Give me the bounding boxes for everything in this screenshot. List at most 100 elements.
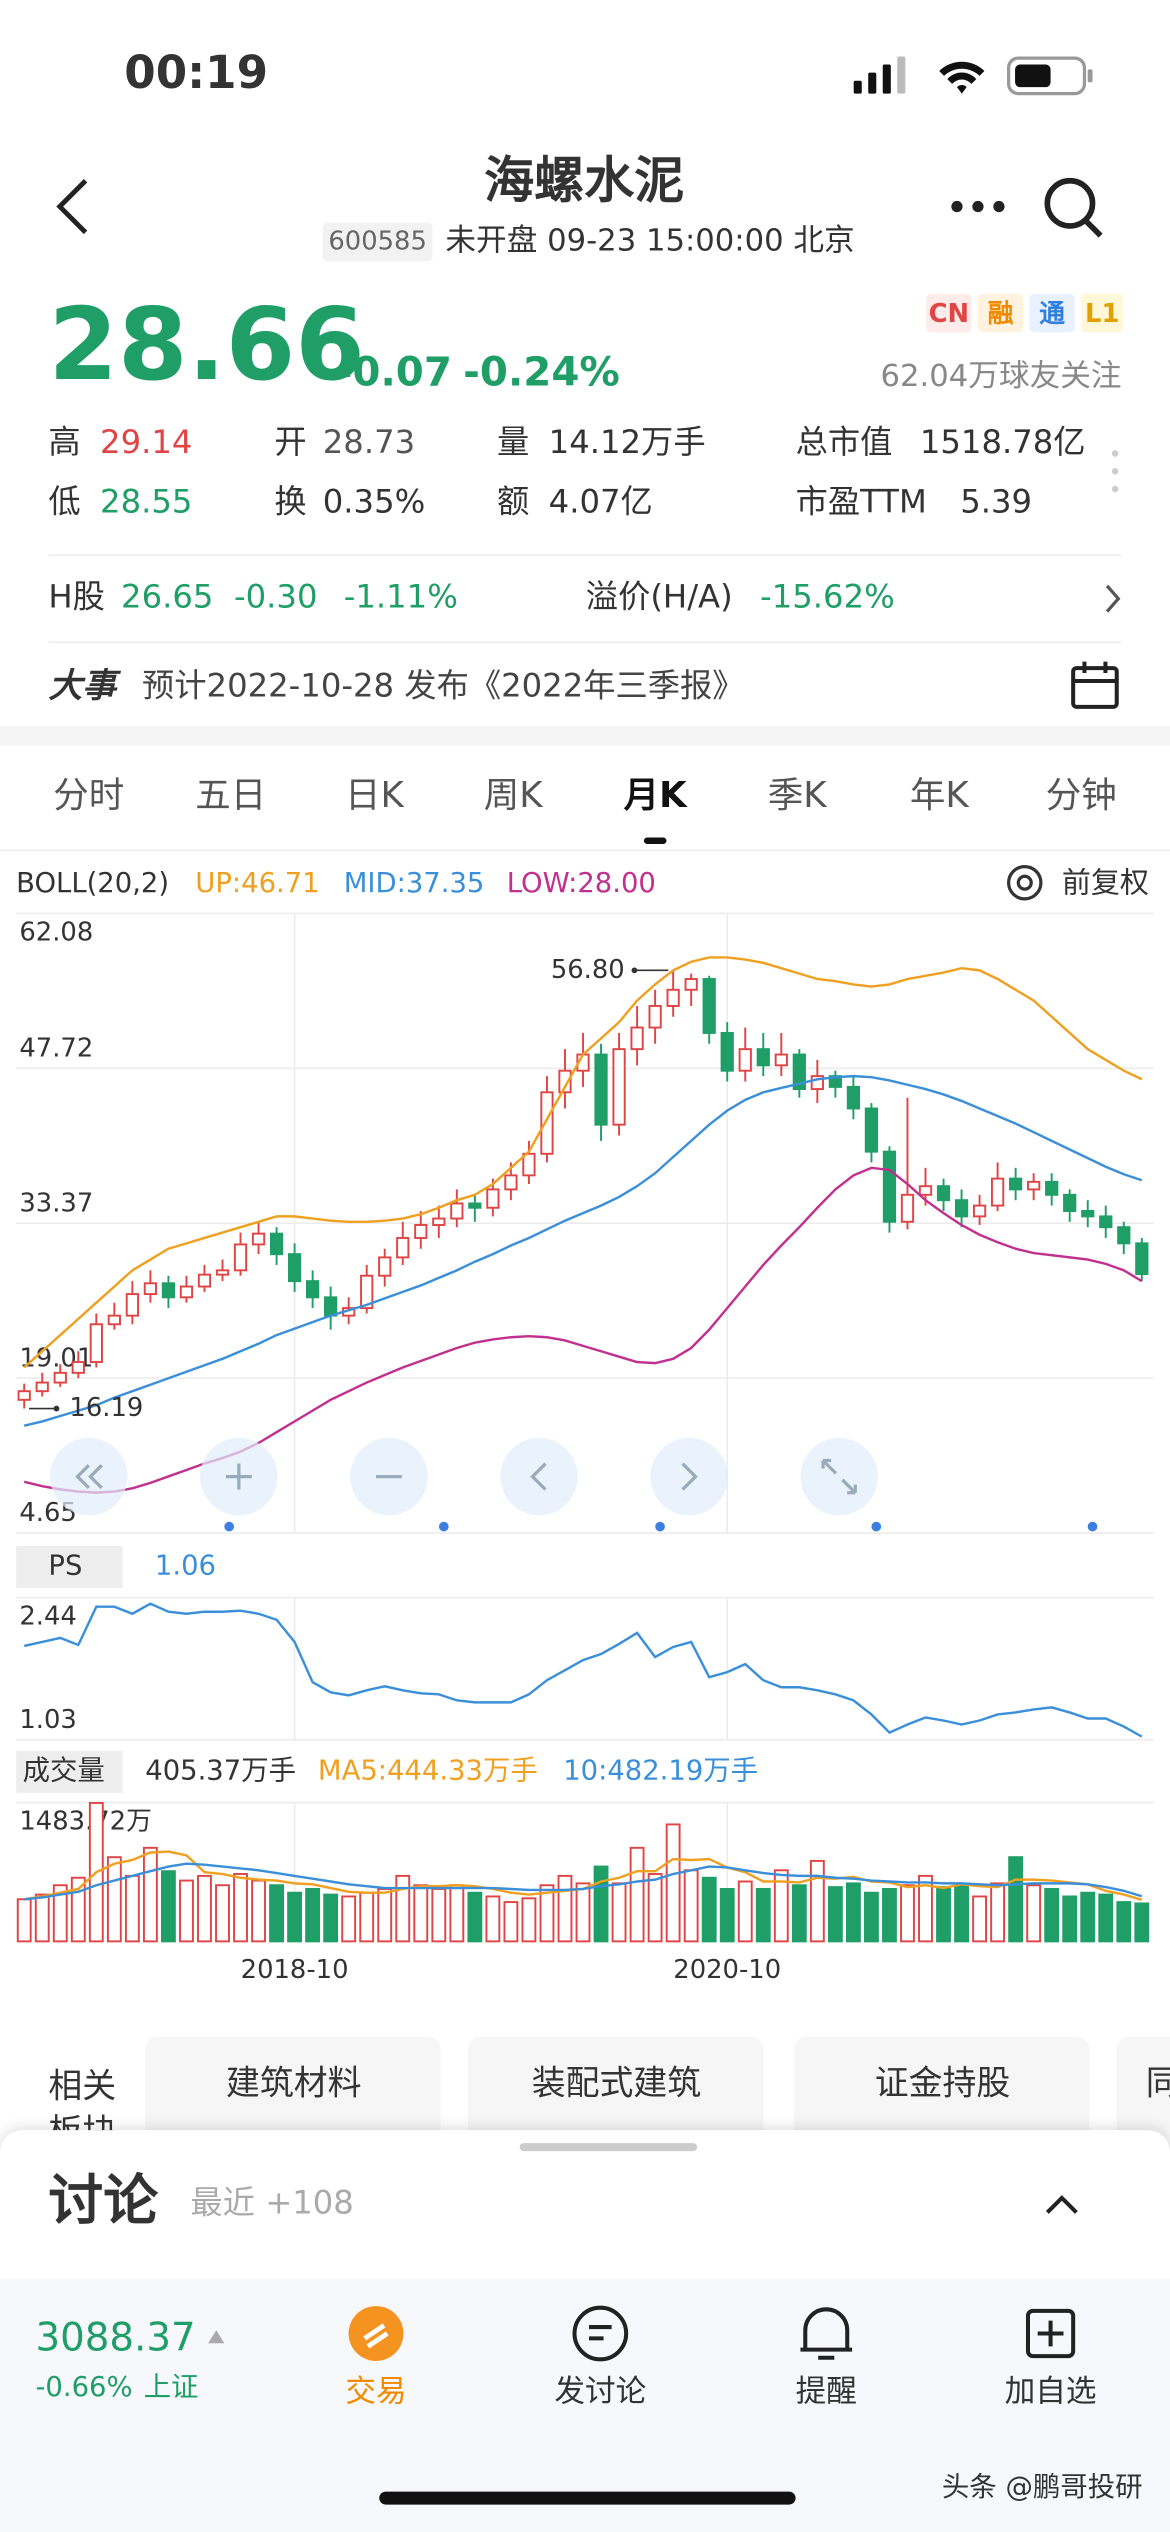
candle-body [702, 978, 716, 1034]
stat-label: 高 [48, 423, 80, 461]
candle-body [107, 1314, 121, 1326]
nav-button[interactable] [500, 1437, 578, 1516]
event-label: 大事 [48, 666, 121, 705]
candle-body [89, 1323, 103, 1364]
tab[interactable]: 分钟 [1046, 775, 1117, 816]
candle-body [990, 1177, 1005, 1207]
trade-action[interactable]: 交易 [345, 2306, 407, 2410]
session: 未开盘 09-23 15:00:00 北京 [445, 224, 854, 259]
volume-bar [936, 1886, 951, 1943]
stat-label: 低 [48, 482, 80, 520]
volume-bar [16, 1898, 32, 1943]
annotation-dot [631, 967, 638, 974]
boll-line [23, 1074, 1143, 1427]
calendar-icon[interactable] [1071, 661, 1119, 709]
sector-card[interactable] [145, 2036, 441, 2150]
collapse-button[interactable] [1045, 2195, 1078, 2214]
candle-body [774, 1053, 788, 1067]
candle-body [414, 1224, 428, 1239]
volume-bar [918, 1874, 933, 1943]
y-tick-label: 1.03 [19, 1705, 76, 1735]
candle-body [864, 1107, 879, 1153]
candle-body [125, 1293, 139, 1317]
volume-bar [124, 1874, 140, 1943]
candle-body [486, 1188, 500, 1209]
nav-button[interactable] [650, 1437, 728, 1516]
volume-bar [773, 1869, 789, 1943]
back-button[interactable] [56, 179, 88, 235]
alert-action[interactable]: 提醒 [796, 2307, 857, 2410]
home-indicator [379, 2491, 796, 2505]
candle-body [360, 1274, 374, 1310]
stat-label: 额 [497, 482, 529, 520]
adjust-mode[interactable]: 前复权 [1062, 865, 1149, 899]
tab[interactable]: 年K [910, 775, 971, 816]
indicator-name: BOLL(20,2) [16, 868, 169, 899]
volume-bar [1044, 1888, 1060, 1943]
tab[interactable]: 五日 [195, 775, 266, 816]
watchlist-action[interactable]: 加自选 [1005, 2308, 1097, 2410]
nav-button[interactable] [800, 1437, 878, 1516]
h-share-row[interactable]: H股 26.65 -0.30 -1.11% 溢价(H/A) -15.62% [48, 578, 1121, 616]
stat-label: 总市值 [796, 423, 893, 461]
volume-bar [791, 1884, 807, 1943]
action-label: 交易 [345, 2375, 406, 2410]
badge: L1 [1085, 299, 1119, 329]
post-action[interactable]: 发讨论 [554, 2305, 646, 2410]
tab[interactable]: 月K [624, 775, 689, 816]
tab[interactable]: 季K [768, 775, 829, 816]
stat-label: 开 [274, 423, 306, 461]
volume-bar [900, 1884, 915, 1943]
volume-bar [755, 1888, 771, 1943]
candle-body [846, 1085, 861, 1110]
candle-body [1027, 1180, 1041, 1191]
candle-body [53, 1371, 67, 1384]
discussion-recent: 最近 +108 [190, 2183, 353, 2221]
y-tick-label: 62.08 [19, 917, 93, 947]
tab[interactable]: 分时 [53, 775, 124, 816]
candle-body [215, 1269, 230, 1276]
sector-name: 证金持股 [875, 2063, 1010, 2102]
more-button[interactable] [951, 200, 1005, 213]
y-tick-label: 1483.72万 [19, 1806, 152, 1836]
sector-name: 同 [1146, 2063, 1170, 2102]
sector-card[interactable] [793, 2036, 1090, 2150]
event-text: 预计2022-10-28 发布《2022年三季报》 [142, 666, 745, 704]
stock-title: 海螺水泥 [484, 151, 684, 209]
sector-card[interactable] [468, 2036, 764, 2150]
sector-card[interactable] [1116, 2036, 1170, 2150]
candle-body [287, 1253, 302, 1283]
volume-bar [845, 1882, 861, 1943]
candle-body [197, 1273, 212, 1288]
search-button[interactable] [1044, 177, 1103, 238]
plots: 62.0847.7233.3719.014.652.441.031483.72万… [16, 912, 1154, 1985]
section-gap [0, 726, 1170, 746]
discussion-sheet[interactable] [0, 2130, 1170, 2302]
volume-bar [1008, 1856, 1024, 1943]
action-label: 发讨论 [554, 2375, 646, 2410]
candle-body [666, 988, 680, 1007]
candle-body [179, 1285, 194, 1299]
stat-value: 0.35% [323, 482, 426, 520]
tab[interactable]: 周K [484, 775, 545, 816]
stats-more[interactable] [1111, 450, 1119, 493]
volume-bar [215, 1884, 230, 1943]
settings-icon[interactable] [1007, 864, 1043, 901]
stat-label: 换 [274, 482, 306, 520]
index-value[interactable]: 3088.37 [36, 2315, 196, 2360]
tab[interactable]: 日K [345, 775, 406, 816]
volume-bar [395, 1874, 411, 1943]
candle-body [251, 1232, 266, 1246]
legend-entry: MA5:444.33万手 [318, 1755, 538, 1786]
ps-title: PS [48, 1550, 82, 1581]
volume-bar [52, 1884, 68, 1943]
candle-body [396, 1236, 410, 1259]
badges: CN 融 通 L1 [926, 293, 1124, 333]
volume-bar [1134, 1902, 1150, 1943]
stat-label: 市盈TTM [796, 482, 927, 520]
h-change-pct: -1.11% [344, 578, 458, 616]
sheet-handle[interactable] [519, 2143, 698, 2152]
price: 28.66 [48, 286, 364, 403]
volume-bar [593, 1865, 609, 1943]
annotation: 16.19 [69, 1393, 143, 1423]
